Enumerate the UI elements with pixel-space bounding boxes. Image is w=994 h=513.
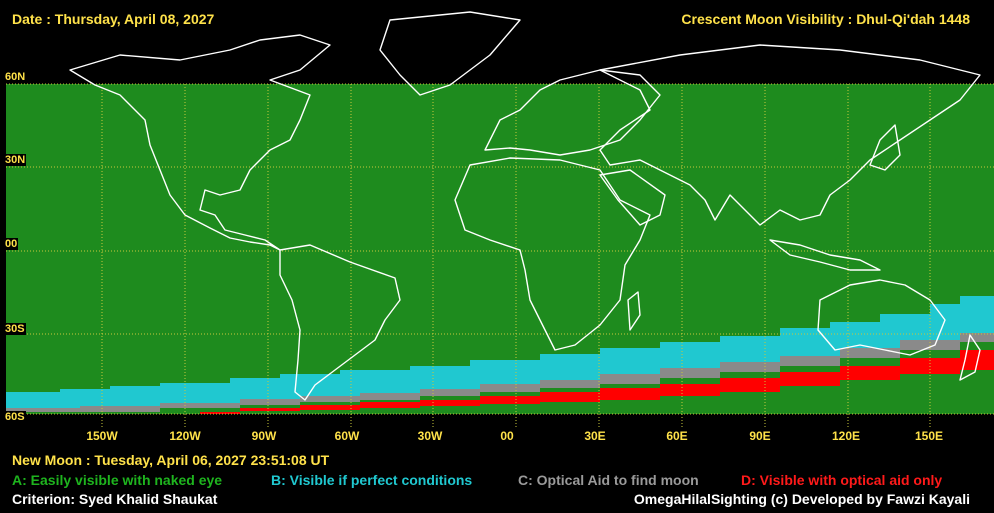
australia-coast — [817, 279, 946, 356]
lon-label-60w: 60W — [334, 429, 360, 443]
japan-coast — [869, 124, 901, 171]
south-america-coast — [279, 244, 401, 401]
lon-label-90e: 90E — [749, 429, 771, 443]
date-label: Date : Thursday, April 08, 2027 — [12, 11, 215, 27]
new-zealand-coast — [959, 334, 981, 381]
madagascar-coast — [627, 291, 641, 331]
lat-label-60n: 60N — [4, 71, 27, 83]
lon-label-150w: 150W — [86, 429, 118, 443]
lon-label-120e: 120E — [831, 429, 861, 443]
lat-label-00: 00 — [4, 238, 19, 250]
lon-label-00: 00 — [500, 429, 514, 443]
asia-coast — [599, 44, 981, 226]
graticule — [6, 83, 994, 428]
europe-coast — [484, 69, 661, 156]
legend-d: D: Visible with optical aid only — [741, 472, 943, 488]
lon-label-30w: 30W — [417, 429, 443, 443]
lon-label-90w: 90W — [251, 429, 277, 443]
map-title: Crescent Moon Visibility : Dhul-Qi'dah 1… — [681, 11, 970, 27]
coastlines — [69, 11, 981, 401]
lon-label-60e: 60E — [666, 429, 688, 443]
arabia-coast — [599, 169, 666, 226]
lon-label-30e: 30E — [584, 429, 606, 443]
legend-a: A: Easily visible with naked eye — [12, 472, 223, 488]
lat-label-30s: 30S — [4, 323, 26, 335]
criterion-label: Criterion: Syed Khalid Shaukat — [12, 491, 218, 507]
greenland-coast — [379, 11, 521, 96]
zone-b-region — [6, 296, 994, 408]
legend-c: C: Optical Aid to find moon — [518, 472, 699, 488]
lon-label-150e: 150E — [914, 429, 944, 443]
indonesia-coast — [769, 239, 881, 271]
lat-label-60s: 60S — [4, 411, 26, 423]
zone-d-region — [200, 350, 994, 414]
north-america-coast — [69, 34, 331, 251]
lon-label-120w: 120W — [169, 429, 201, 443]
lat-label-30n: 30N — [4, 154, 27, 166]
new-moon-label: New Moon : Tuesday, April 06, 2027 23:51… — [12, 452, 330, 468]
credit-label: OmegaHilalSighting (c) Developed by Fawz… — [633, 491, 970, 507]
legend-b: B: Visible if perfect conditions — [271, 472, 473, 488]
